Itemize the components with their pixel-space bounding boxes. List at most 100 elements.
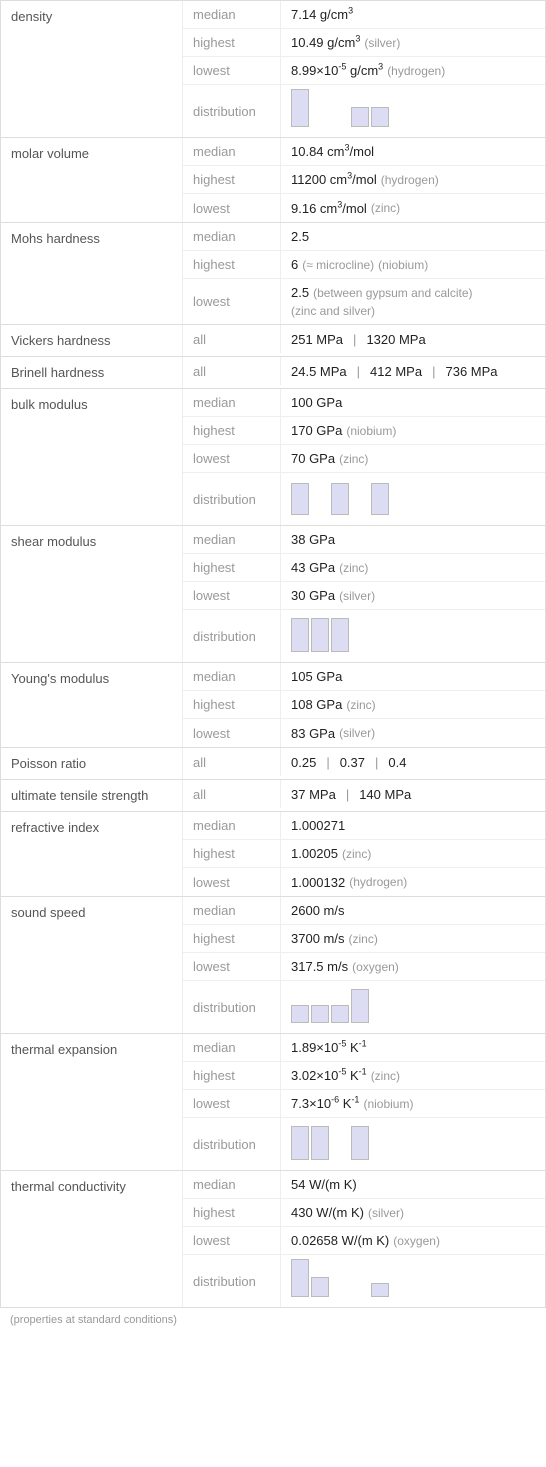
value-text: 317.5 m/s [291,959,348,974]
stat-value: 43 GPa (zinc) [281,554,545,581]
category-row: densitymedian7.14 g/cm3highest10.49 g/cm… [1,1,545,138]
stat-value: 1.000132(hydrogen) [281,869,545,896]
stat-label: lowest [183,279,281,324]
histogram-bar [351,989,369,1023]
stat-row: distribution [183,473,545,525]
category-row: Brinell hardnessall24.5 MPa|412 MPa|736 … [1,357,545,389]
value-text: 0.02658 W/(m K) [291,1233,389,1248]
stat-row: lowest2.5(between gypsum and calcite)(zi… [183,279,545,324]
value-element: (silver) [339,589,375,603]
stat-value: 54 W/(m K) [281,1171,545,1198]
value-text: 54 W/(m K) [291,1177,357,1192]
stat-row: distribution [183,981,545,1033]
distribution-histogram [291,616,349,656]
list-separator: | [357,364,360,379]
stat-label: highest [183,251,281,278]
stat-label: all [183,357,281,385]
stat-row: median100 GPa [183,389,545,417]
histogram-bar [371,107,389,127]
list-separator: | [432,364,435,379]
value-element: (zinc) [339,561,368,575]
stat-value: 0.02658 W/(m K)(oxygen) [281,1227,545,1254]
list-value: 736 MPa [445,364,497,379]
stat-label: highest [183,29,281,56]
stat-value: 10.49 g/cm3(silver) [281,29,545,56]
value-text: 430 W/(m K) [291,1205,364,1220]
value-text: 6 [291,257,298,272]
category-rows: median38 GPahighest43 GPa(zinc)lowest30 … [183,526,545,662]
stat-value: 7.14 g/cm3 [281,1,545,28]
category-label: Young's modulus [1,663,183,747]
stat-row: lowest8.99×10-5 g/cm3(hydrogen) [183,57,545,85]
category-row: refractive indexmedian1.000271highest1.0… [1,812,545,897]
category-row: molar volumemedian10.84 cm3/molhighest11… [1,138,545,223]
category-rows: all0.25|0.37|0.4 [183,748,545,779]
value-text: 1.00205 [291,846,338,861]
value-element: (silver) [364,36,400,50]
stat-row: highest 6 (≈ microcline) (niobium) [183,251,545,279]
category-rows: all24.5 MPa|412 MPa|736 MPa [183,357,545,388]
stat-value: 2.5 [281,223,545,250]
stat-value: 3700 m/s(zinc) [281,925,545,952]
stat-value: 2.5(between gypsum and calcite)(zinc and… [281,279,545,324]
stat-row: median2.5 [183,223,545,251]
stat-label: lowest [183,445,281,472]
histogram-bar [291,89,309,127]
list-value: 37 MPa [291,787,336,802]
value-element: (zinc) [342,847,371,861]
value-element: (niobium) [346,424,396,438]
value-text: 7.14 g/cm3 [291,7,353,22]
stat-label: lowest [183,57,281,84]
stat-value: 11200 cm3/mol(hydrogen) [281,166,545,193]
stat-value: 30 GPa (silver) [281,582,545,609]
stat-row: highest1.00205(zinc) [183,840,545,868]
histogram-bar [351,107,369,127]
stat-row: median54 W/(m K) [183,1171,545,1199]
histogram-bar [291,1126,309,1160]
stat-value: 1.000271 [281,812,545,839]
category-rows: median1.89×10-5 K-1highest3.02×10-5 K-1(… [183,1034,545,1170]
stat-row: median1.000271 [183,812,545,840]
stat-label: median [183,223,281,250]
value-element: (zinc) [348,932,377,946]
stat-row: all37 MPa|140 MPa [183,780,545,808]
stat-value: 170 GPa(niobium) [281,417,545,444]
category-label: refractive index [1,812,183,896]
stat-label: highest [183,166,281,193]
stat-label: distribution [183,610,281,662]
value-text: 43 GPa [291,560,335,575]
value-element: (zinc) [339,452,368,466]
category-row: Young's modulusmedian105 GPahighest108 G… [1,663,545,748]
value-text: 10.84 cm3/mol [291,144,374,159]
stat-value: 0.25|0.37|0.4 [281,749,545,776]
stat-row: lowest0.02658 W/(m K)(oxygen) [183,1227,545,1255]
stat-value [281,1255,545,1307]
value-text: 30 GPa [291,588,335,603]
stat-value: 317.5 m/s(oxygen) [281,953,545,980]
category-label: density [1,1,183,137]
stat-row: lowest7.3×10-6 K-1(niobium) [183,1090,545,1118]
value-text: 11200 cm3/mol [291,172,377,187]
value-element: (niobium) [378,258,428,272]
value-element: (silver) [368,1206,404,1220]
stat-value: 10.84 cm3/mol [281,138,545,165]
category-label: Poisson ratio [1,748,183,779]
category-row: Vickers hardnessall251 MPa|1320 MPa [1,325,545,357]
category-row: Mohs hardnessmedian2.5highest6(≈ microcl… [1,223,545,325]
stat-label: median [183,897,281,924]
stat-value: 1.89×10-5 K-1 [281,1034,545,1061]
value-element: (zinc and silver) [291,304,375,318]
value-text: 1.89×10-5 K-1 [291,1040,367,1055]
list-value: 0.25 [291,755,316,770]
histogram-bar [311,1126,329,1160]
value-text: 9.16 cm3/mol [291,201,367,216]
value-note: (≈ microcline) [302,258,374,272]
category-label: ultimate tensile strength [1,780,183,811]
distribution-histogram [291,1261,389,1301]
stat-label: highest [183,691,281,718]
list-value: 24.5 MPa [291,364,347,379]
value-element: (niobium) [363,1097,413,1111]
list-separator: | [353,332,356,347]
stat-label: distribution [183,473,281,525]
value-text: 8.99×10-5 g/cm3 [291,63,383,78]
